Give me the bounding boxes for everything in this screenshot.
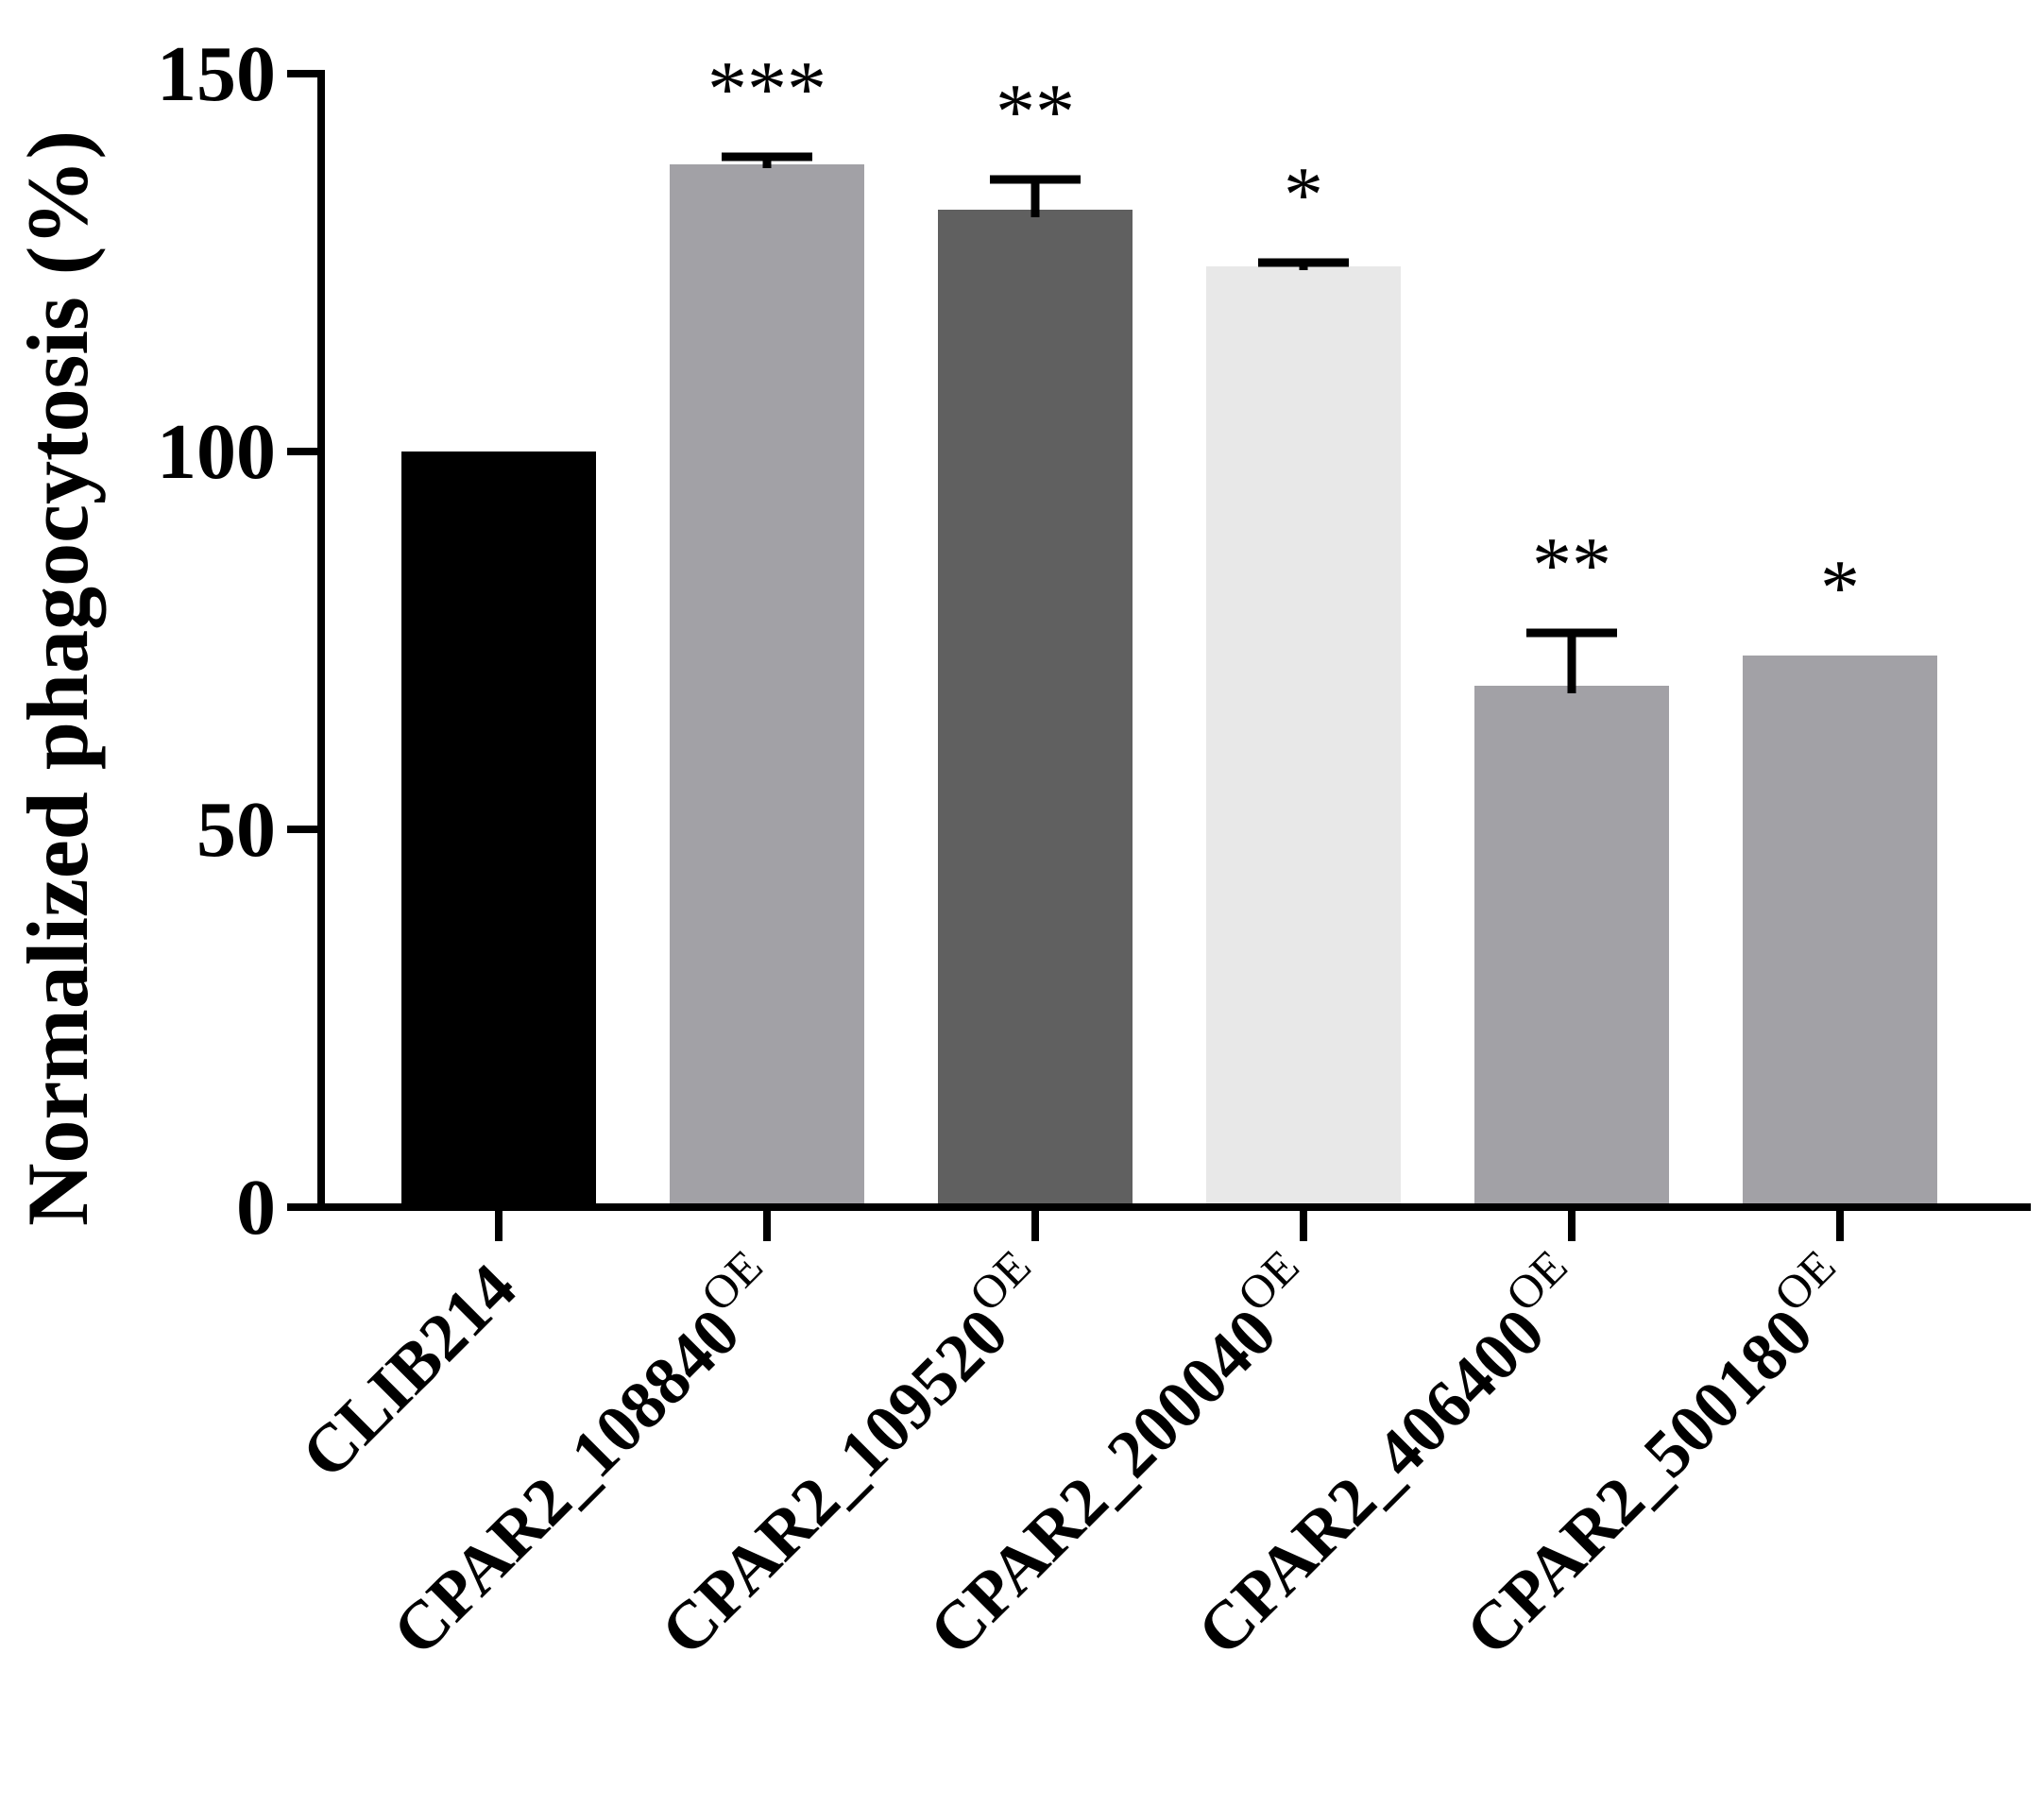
significance-label-3: **: [996, 68, 1075, 156]
error-bars-layer: [722, 152, 1617, 693]
y-tick-label-0: 0: [236, 1164, 276, 1252]
bar-cpar2-200040: [1206, 266, 1401, 1207]
bar-cpar2-406400: [1474, 686, 1669, 1207]
axes-layer: [287, 70, 2031, 1241]
significance-label-4: *: [1284, 151, 1323, 239]
significance-label-5: **: [1532, 521, 1611, 609]
bar-cpar2-109520: [938, 210, 1133, 1207]
bars-layer: [401, 164, 1937, 1207]
y-tick-label-100: 100: [157, 408, 276, 496]
y-tick-label-50: 50: [196, 786, 276, 874]
y-tick-label-150: 150: [157, 30, 276, 118]
x-tick-label-1: CLIB214: [287, 1250, 530, 1492]
y-axis-title: Normalized phagocytosis (%): [9, 130, 106, 1226]
bar-cpar2-500180: [1743, 656, 1937, 1207]
significance-label-2: ***: [707, 45, 826, 133]
bar-clib214: [401, 452, 596, 1207]
bar-cpar2-108840: [670, 164, 864, 1207]
significance-label-6: *: [1820, 544, 1860, 632]
